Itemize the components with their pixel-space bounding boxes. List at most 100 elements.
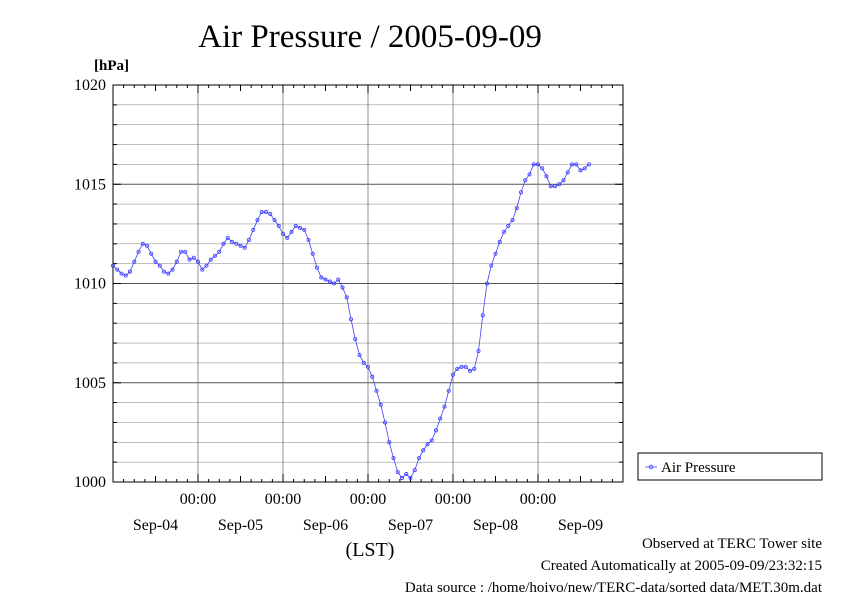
y-tick-label: 1000 (74, 474, 106, 491)
data-point (476, 348, 481, 353)
data-point (204, 263, 209, 268)
legend-marker-point (648, 464, 654, 470)
legend-box (637, 452, 823, 481)
data-point (132, 259, 137, 264)
data-point (506, 223, 511, 228)
data-point (327, 279, 332, 284)
data-point (570, 162, 575, 167)
data-point (140, 241, 145, 246)
data-point (438, 416, 443, 421)
data-point (217, 249, 222, 254)
data-point (225, 235, 230, 240)
x-tick-label: 00:00 (180, 491, 216, 508)
data-point (293, 223, 298, 228)
data-point (455, 366, 460, 371)
x-day-label: Sep-08 (473, 517, 518, 534)
data-point (212, 253, 217, 258)
data-point (170, 267, 175, 272)
data-point (280, 231, 285, 236)
data-point (497, 239, 502, 244)
data-point (136, 249, 141, 254)
data-point (344, 295, 349, 300)
data-point (399, 476, 404, 481)
x-day-label: Sep-07 (388, 517, 433, 534)
data-point (187, 257, 192, 262)
y-tick-label: 1015 (74, 176, 106, 193)
data-point (166, 271, 171, 276)
data-point (314, 265, 319, 270)
x-tick-label: 00:00 (435, 491, 471, 508)
data-point (446, 388, 451, 393)
data-point (323, 277, 328, 282)
data-point (357, 352, 362, 357)
data-point (408, 476, 413, 481)
data-point (412, 468, 417, 473)
x-axis-label: (LST) (346, 539, 395, 561)
data-point (285, 235, 290, 240)
data-point (578, 168, 583, 173)
data-point (378, 402, 383, 407)
data-point (433, 428, 438, 433)
data-point (195, 259, 200, 264)
data-point (336, 277, 341, 282)
data-point (429, 438, 434, 443)
data-point (561, 178, 566, 183)
data-point (268, 212, 273, 217)
x-tick-label: 00:00 (520, 491, 556, 508)
data-point (361, 360, 366, 365)
axes: 1000 1005 1010 1015 1020 00:00 00:00 00:00 00:00… (74, 77, 624, 534)
data-point (306, 237, 311, 242)
footer-created: Created Automatically at 2005-09-09/23:3… (540, 558, 822, 574)
data-point (144, 243, 149, 248)
footer-source: Data source : /home/hoivo/new/TERC-data/… (404, 580, 822, 596)
data-point (489, 263, 494, 268)
data-point (157, 263, 162, 268)
data-point (463, 364, 468, 369)
data-point (365, 364, 370, 369)
data-point (178, 249, 183, 254)
data-point (242, 245, 247, 250)
data-point (510, 217, 515, 222)
data-point (565, 170, 570, 175)
data-point (527, 172, 532, 177)
data-point (123, 273, 128, 278)
data-point (544, 174, 549, 179)
x-tick-label: 00:00 (265, 491, 301, 508)
x-day-label: Sep-06 (303, 517, 348, 534)
data-point (208, 257, 213, 262)
y-tick-label: 1020 (74, 77, 106, 94)
x-day-label: Sep-09 (558, 517, 603, 534)
data-point (574, 162, 579, 167)
data-point (531, 162, 536, 167)
data-point (374, 388, 379, 393)
data-point (319, 275, 324, 280)
data-point (183, 249, 188, 254)
data-point (153, 259, 158, 264)
data-point (536, 162, 541, 167)
data-point (297, 225, 302, 230)
data-point (348, 317, 353, 322)
x-tick-label: 00:00 (350, 491, 386, 508)
data-point (111, 263, 116, 268)
data-point (472, 366, 477, 371)
data-point (459, 364, 464, 369)
data-point (149, 251, 154, 256)
x-day-label: Sep-05 (218, 517, 263, 534)
data-point (276, 223, 281, 228)
data-point (263, 210, 268, 215)
data-point (310, 251, 315, 256)
data-point (302, 227, 307, 232)
y-tick-label: 1010 (74, 276, 106, 293)
data-point (467, 368, 472, 373)
data-point (370, 374, 375, 379)
data-point (416, 456, 421, 461)
data-point (353, 337, 358, 342)
chart-title: Air Pressure / 2005-09-09 (198, 19, 542, 55)
data-point (540, 166, 545, 171)
data-point (272, 217, 277, 222)
x-day-label: Sep-04 (133, 517, 178, 534)
y-axis-unit-label: [hPa] (94, 58, 129, 74)
data-point (519, 190, 524, 195)
data-point (289, 229, 294, 234)
